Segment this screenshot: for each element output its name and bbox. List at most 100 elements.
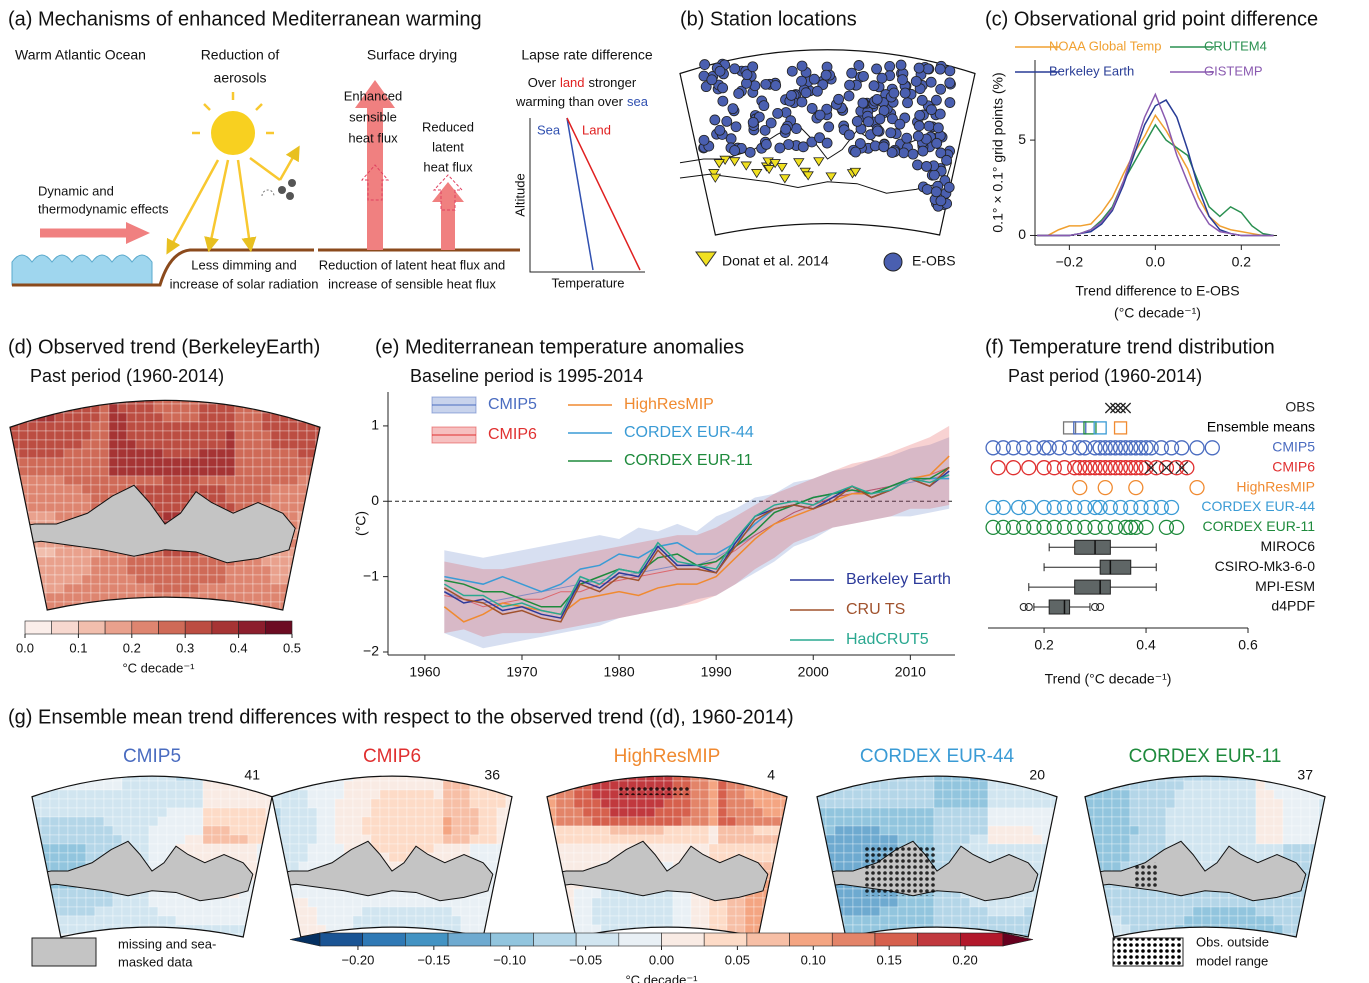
colorbar-cell bbox=[917, 932, 961, 947]
map-cell bbox=[1309, 897, 1320, 908]
obs-marker bbox=[1104, 402, 1116, 414]
map-cell bbox=[220, 798, 231, 809]
map-cell bbox=[36, 502, 47, 513]
station bbox=[760, 78, 772, 90]
map-cell bbox=[10, 520, 20, 531]
map-cell bbox=[1085, 861, 1095, 872]
map-cell bbox=[433, 807, 444, 818]
map-cell bbox=[334, 816, 345, 827]
map-cell bbox=[1291, 825, 1302, 836]
map-cell bbox=[32, 924, 42, 935]
map-cell bbox=[442, 834, 453, 845]
map-cell bbox=[270, 574, 281, 585]
station bbox=[912, 130, 924, 142]
map-cell bbox=[316, 789, 327, 800]
map-cell bbox=[1282, 843, 1293, 854]
colorbar-tick-label: 0.5 bbox=[283, 640, 301, 655]
map-cell bbox=[243, 457, 254, 468]
map-cell bbox=[280, 897, 291, 908]
model-trend bbox=[1102, 460, 1119, 476]
map-cell bbox=[379, 798, 390, 809]
map-cell bbox=[144, 430, 155, 441]
map-cell bbox=[996, 834, 1007, 845]
map-cell bbox=[1032, 915, 1043, 926]
map-cell bbox=[951, 798, 962, 809]
map-cell bbox=[207, 583, 218, 594]
station bbox=[944, 65, 956, 77]
map-cell bbox=[234, 574, 245, 585]
map-frame bbox=[1084, 775, 1326, 938]
map-cell bbox=[272, 852, 282, 863]
map-cell bbox=[144, 484, 155, 495]
map-cell bbox=[45, 403, 56, 414]
map-cell bbox=[58, 906, 69, 917]
map-cell bbox=[325, 834, 336, 845]
map-cell bbox=[1050, 776, 1057, 782]
map-cell bbox=[487, 807, 498, 818]
map-cell bbox=[960, 825, 971, 836]
map-cell bbox=[564, 852, 575, 863]
station bbox=[925, 76, 937, 88]
map-cell bbox=[94, 834, 105, 845]
map-cell bbox=[397, 798, 408, 809]
map-cell bbox=[229, 798, 240, 809]
map-cell bbox=[852, 798, 863, 809]
map-cell bbox=[211, 825, 222, 836]
map-cell bbox=[834, 861, 845, 872]
map-cell bbox=[94, 789, 105, 800]
map-cell bbox=[505, 789, 512, 800]
map-cell bbox=[460, 798, 471, 809]
map-cell bbox=[280, 776, 291, 782]
map-cell bbox=[36, 403, 47, 414]
station bbox=[935, 195, 947, 207]
map-cell bbox=[288, 601, 299, 610]
map-cell bbox=[108, 457, 119, 468]
ensemble-size: 37 bbox=[1297, 767, 1313, 783]
map-cell bbox=[1085, 780, 1095, 791]
map-cell bbox=[166, 906, 177, 917]
map-cell bbox=[582, 825, 593, 836]
map-cell bbox=[1138, 897, 1149, 908]
map-cell bbox=[361, 915, 372, 926]
map-cell bbox=[771, 897, 782, 908]
map-cell bbox=[1093, 816, 1104, 827]
map-cell bbox=[555, 807, 566, 818]
map-cell bbox=[717, 807, 728, 818]
map-cell bbox=[547, 776, 557, 782]
map-cell bbox=[144, 556, 155, 567]
map-cell bbox=[108, 466, 119, 477]
map-cell bbox=[272, 906, 282, 917]
map-cell bbox=[297, 475, 308, 486]
map-cell bbox=[379, 924, 390, 935]
map-cell bbox=[1005, 834, 1016, 845]
map-cell bbox=[1147, 897, 1158, 908]
map-cell bbox=[207, 457, 218, 468]
map-cell bbox=[220, 843, 231, 854]
map-cell bbox=[270, 493, 281, 504]
map-cell bbox=[99, 583, 110, 594]
map-cell bbox=[1120, 906, 1131, 917]
station bbox=[844, 79, 855, 91]
map-cell bbox=[67, 843, 78, 854]
map-cell bbox=[1237, 807, 1248, 818]
map-cell bbox=[433, 816, 444, 827]
y-tick-label: −2 bbox=[363, 643, 379, 659]
map-cell bbox=[1023, 852, 1034, 863]
map-cell bbox=[184, 776, 195, 782]
map-cell bbox=[987, 825, 998, 836]
map-cell bbox=[36, 511, 47, 522]
map-cell bbox=[117, 574, 128, 585]
map-cell bbox=[54, 466, 65, 477]
map-cell bbox=[415, 798, 426, 809]
map-frame bbox=[816, 775, 1058, 938]
map-cell bbox=[442, 825, 453, 836]
map-cell bbox=[238, 852, 249, 863]
label: Reduction of latent heat flux and bbox=[319, 257, 505, 272]
map-cell bbox=[681, 798, 692, 809]
map-cell bbox=[108, 592, 119, 603]
station bbox=[907, 148, 919, 160]
label: warming than over sea bbox=[515, 94, 649, 109]
map-cell bbox=[987, 807, 998, 818]
map-cell bbox=[144, 466, 155, 477]
map-cell bbox=[316, 825, 327, 836]
